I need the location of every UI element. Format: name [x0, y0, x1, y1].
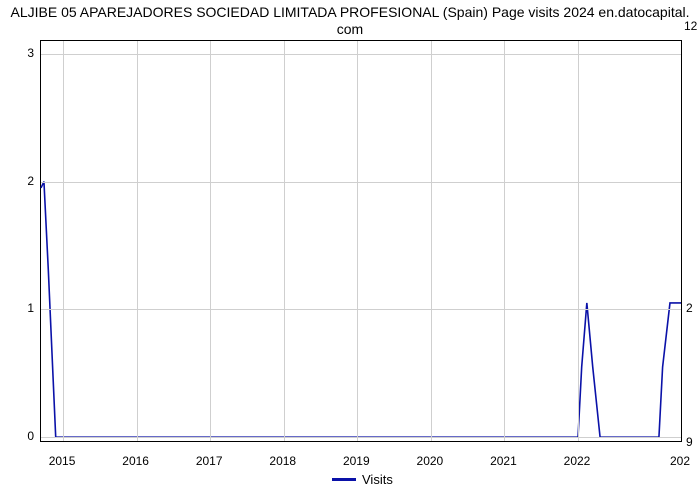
gridline-h — [41, 182, 681, 183]
gridline-v — [284, 41, 285, 441]
x-tick-label: 2019 — [343, 454, 370, 468]
plot-area — [40, 40, 682, 442]
legend-label-visits: Visits — [362, 472, 393, 487]
y-tick-label-right-bottom: 9 — [686, 435, 693, 449]
gridline-v — [431, 41, 432, 441]
y-tick-label-left: 3 — [27, 46, 34, 60]
y-tick-label-right-top: 12 — [684, 19, 697, 33]
y-tick-label-right-mid: 2 — [686, 301, 693, 315]
gridline-h — [41, 309, 681, 310]
x-tick-label: 2018 — [269, 454, 296, 468]
x-tick-label: 2017 — [196, 454, 223, 468]
x-tick-label: 2015 — [49, 454, 76, 468]
gridline-v — [63, 41, 64, 441]
chart-title: ALJIBE 05 APAREJADORES SOCIEDAD LIMITADA… — [0, 4, 700, 38]
x-tick-label: 2016 — [122, 454, 149, 468]
chart-title-line1: ALJIBE 05 APAREJADORES SOCIEDAD LIMITADA… — [10, 4, 689, 20]
legend-swatch-visits — [332, 478, 356, 481]
chart-title-line2: com — [337, 21, 363, 37]
gridline-v — [504, 41, 505, 441]
gridline-v — [357, 41, 358, 441]
gridline-v — [578, 41, 579, 441]
y-tick-label-left: 2 — [27, 174, 34, 188]
y-tick-label-left: 1 — [27, 301, 34, 315]
x-tick-label: 2022 — [564, 454, 591, 468]
legend: Visits — [332, 472, 393, 487]
y-tick-label-left: 0 — [27, 429, 34, 443]
gridline-h — [41, 54, 681, 55]
gridline-v — [137, 41, 138, 441]
gridline-v — [210, 41, 211, 441]
x-tick-label: 2021 — [490, 454, 517, 468]
gridline-h — [41, 437, 681, 438]
x-tick-label: 2020 — [417, 454, 444, 468]
x-tick-label-edge: 202 — [670, 454, 690, 468]
